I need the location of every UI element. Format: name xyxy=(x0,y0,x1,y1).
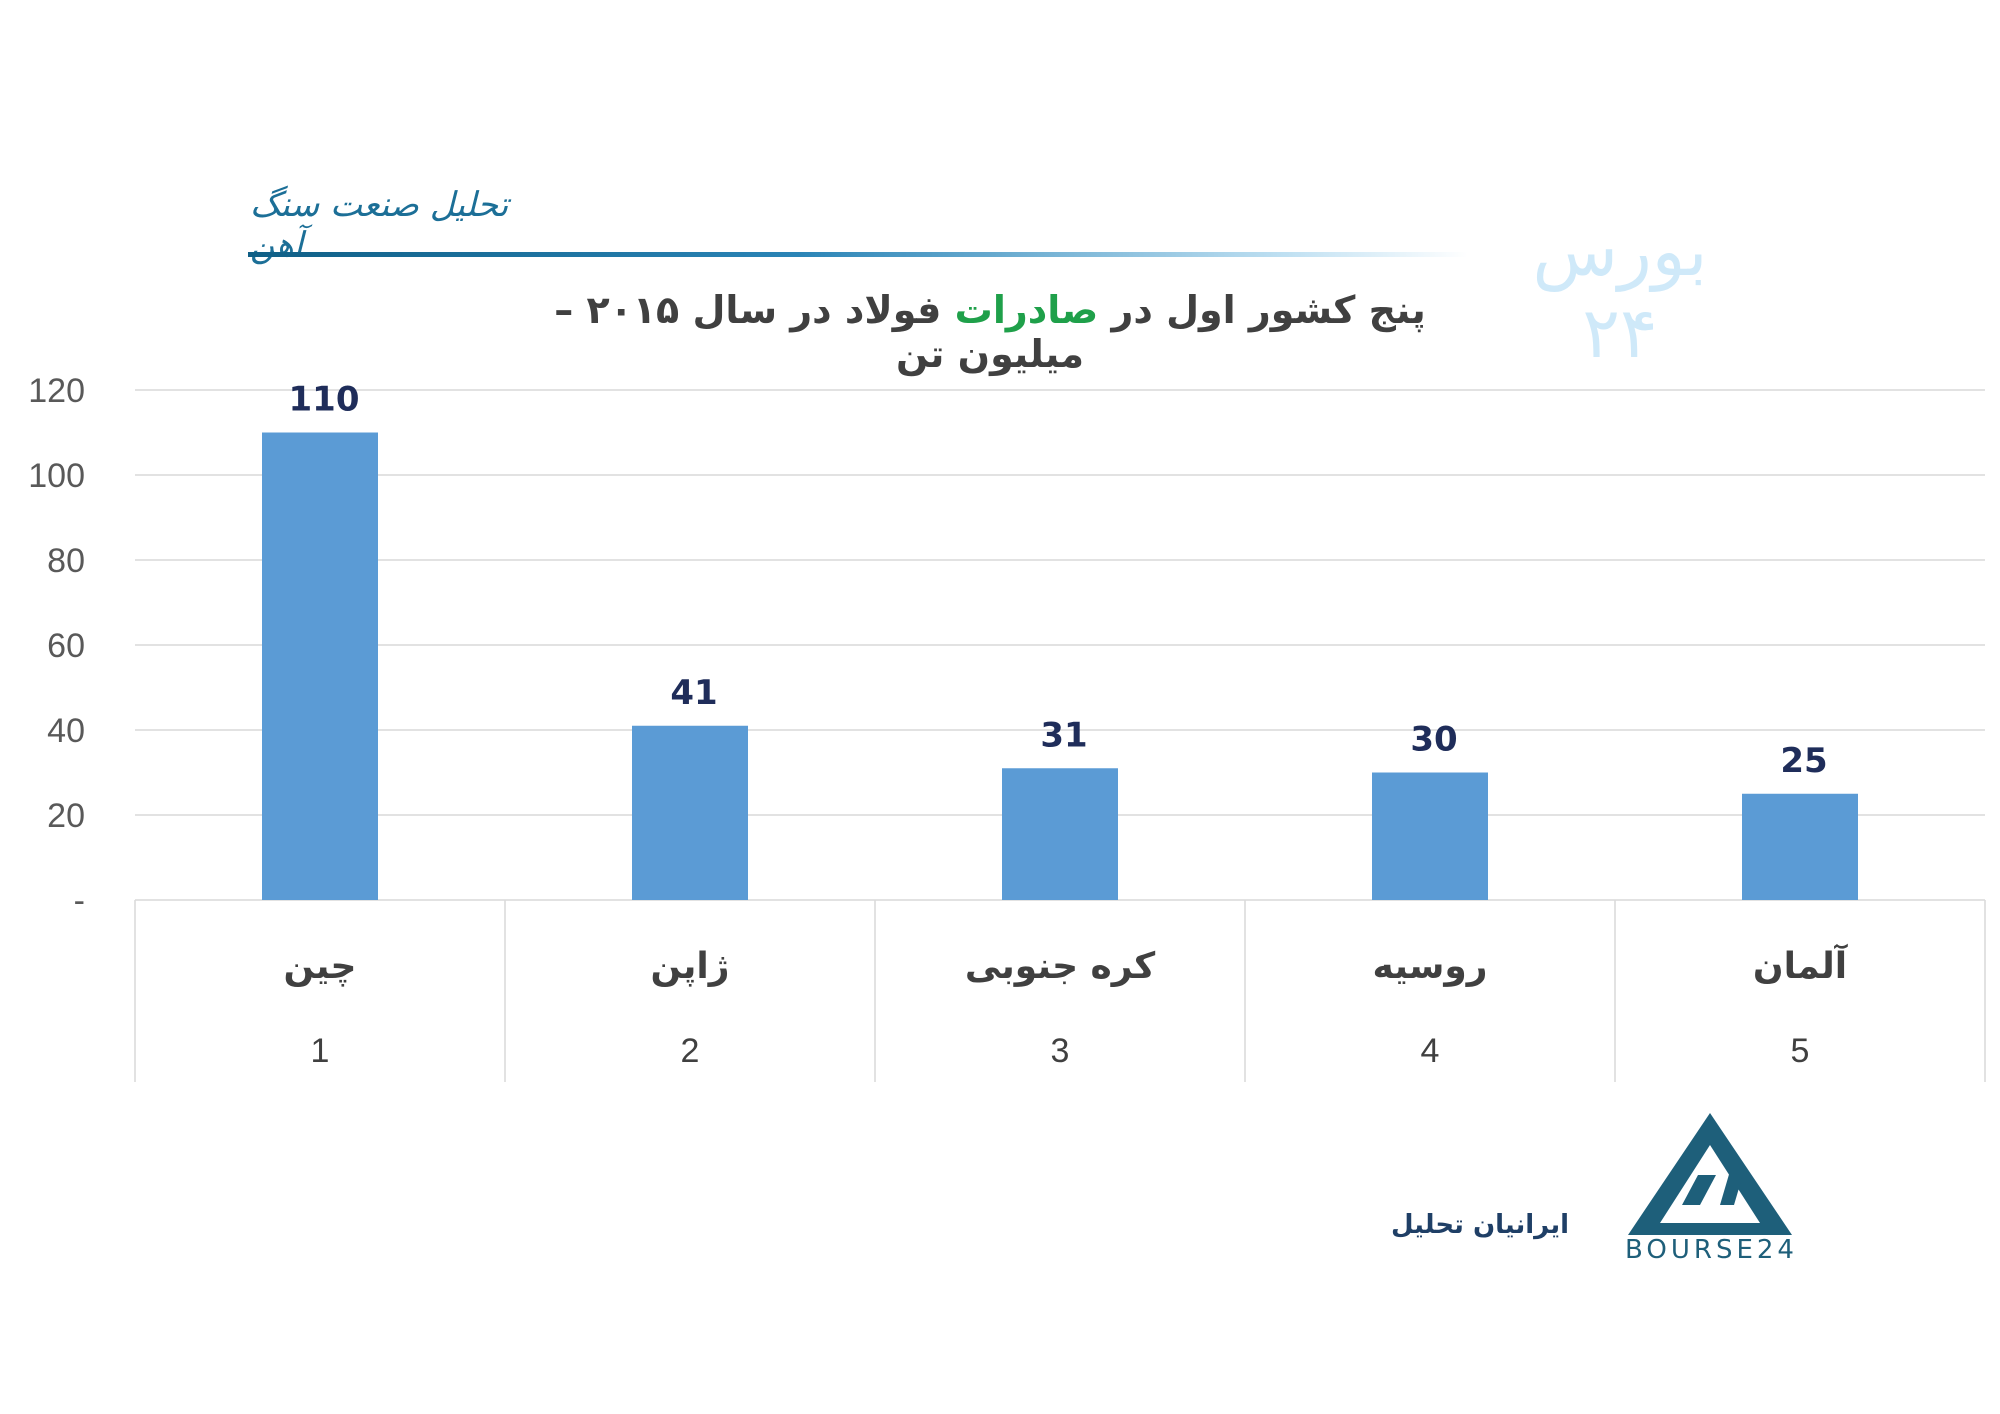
header-divider xyxy=(248,252,1468,257)
x-tick-label: ژاپن xyxy=(651,946,730,987)
chart-title-highlight: صادرات xyxy=(954,288,1099,332)
chart-title: پنج کشور اول در صادرات فولاد در سال ۲۰۱۵… xyxy=(520,288,1460,376)
header-title: تحلیل صنعت سنگ آهن xyxy=(250,185,509,265)
bar xyxy=(262,432,378,900)
footer-brand: ایرانیان تحلیل xyxy=(1390,1210,1570,1240)
x-tick-label: روسیه xyxy=(1372,946,1487,987)
y-tick-label: 120 xyxy=(28,372,85,410)
logo-text: BOURSE24 xyxy=(1625,1235,1798,1265)
y-tick-label: 20 xyxy=(47,797,85,835)
rank-label: 5 xyxy=(1791,1032,1810,1070)
bar xyxy=(1742,793,1858,900)
bar xyxy=(632,725,748,900)
bar-layer xyxy=(262,432,1858,900)
chart-title-end: فولاد در سال ۲۰۱۵ – میلیون تن xyxy=(554,288,1084,376)
x-tick-label: آلمان xyxy=(1753,943,1849,987)
bar xyxy=(1372,772,1488,900)
x-tick-label: چین xyxy=(283,946,356,987)
grid-layer xyxy=(134,389,1986,1082)
chart-title-start: پنج کشور اول در xyxy=(1098,288,1426,332)
data-label: 31 xyxy=(1040,715,1087,755)
x-tick-label: کره جنوبی xyxy=(965,946,1155,987)
y-tick-label: 80 xyxy=(47,542,85,580)
data-label: 25 xyxy=(1780,741,1827,781)
data-label: 30 xyxy=(1410,720,1457,760)
rank-label: 3 xyxy=(1051,1032,1070,1070)
label-layer: - 20 40 60 80 100 120 110 چین 1 41 ژاپن 2 31 کره جنوبی… xyxy=(28,372,1849,1070)
y-tick-label: 60 xyxy=(47,627,85,665)
y-tick-label: 40 xyxy=(47,712,85,750)
bar xyxy=(1002,768,1118,900)
y-tick-label: - xyxy=(74,882,85,920)
rank-label: 2 xyxy=(681,1032,700,1070)
bourse24-logo-icon xyxy=(1628,1113,1792,1235)
rank-label: 4 xyxy=(1421,1032,1440,1070)
data-label: 110 xyxy=(289,380,360,420)
rank-label: 1 xyxy=(311,1032,330,1070)
data-label: 41 xyxy=(670,673,717,713)
y-tick-label: 100 xyxy=(28,457,85,495)
brand-watermark: بورس ۲۴ xyxy=(1532,210,1708,374)
